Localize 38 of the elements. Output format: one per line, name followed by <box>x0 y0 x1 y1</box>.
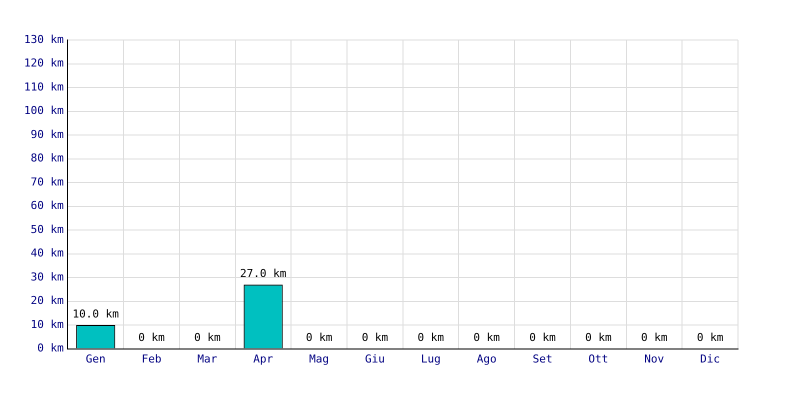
y-tick-label: 110 km <box>24 80 64 94</box>
x-tick-label: Ott <box>588 352 608 366</box>
x-tick-label: Set <box>532 352 552 366</box>
data-label: 27.0 km <box>240 267 287 280</box>
x-tick-label: Gen <box>86 352 106 366</box>
y-tick-label: 90 km <box>30 128 64 141</box>
data-label: 0 km <box>194 331 221 344</box>
y-tick-label: 40 km <box>30 246 64 260</box>
data-label: 0 km <box>362 331 389 344</box>
y-tick-label: 10 km <box>30 318 64 331</box>
y-tick-label: 120 km <box>24 56 64 70</box>
data-label: 0 km <box>529 331 556 344</box>
x-tick-label: Apr <box>253 352 274 366</box>
data-label: 0 km <box>640 331 668 344</box>
y-tick-label: 130 km <box>24 32 64 46</box>
data-label: 0 km <box>585 331 612 344</box>
data-label: 0 km <box>138 331 166 344</box>
y-tick-label: 70 km <box>30 175 64 188</box>
y-tick-label: 30 km <box>30 270 64 284</box>
x-tick-label: Feb <box>142 352 162 366</box>
y-tick-label: 60 km <box>30 199 64 212</box>
y-tick-label: 100 km <box>24 104 64 118</box>
data-label: 10.0 km <box>72 307 120 320</box>
x-tick-label: Ago <box>476 352 497 366</box>
data-label: 0 km <box>696 331 724 344</box>
x-tick-label: Mag <box>309 352 330 366</box>
y-tick-label: 20 km <box>30 294 64 308</box>
y-tick-label: 0 km <box>37 342 64 355</box>
x-tick-label: Nov <box>644 352 665 366</box>
x-tick-label: Giu <box>365 352 385 366</box>
data-label: 0 km <box>418 331 444 344</box>
data-label: 0 km <box>473 331 500 344</box>
y-tick-label: 50 km <box>30 222 64 236</box>
x-tick-label: Lug <box>420 352 441 366</box>
y-tick-label: 80 km <box>30 152 64 165</box>
x-tick-label: Dic <box>700 352 720 366</box>
x-tick-label: Mar <box>197 352 218 366</box>
data-label: 0 km <box>306 331 333 344</box>
